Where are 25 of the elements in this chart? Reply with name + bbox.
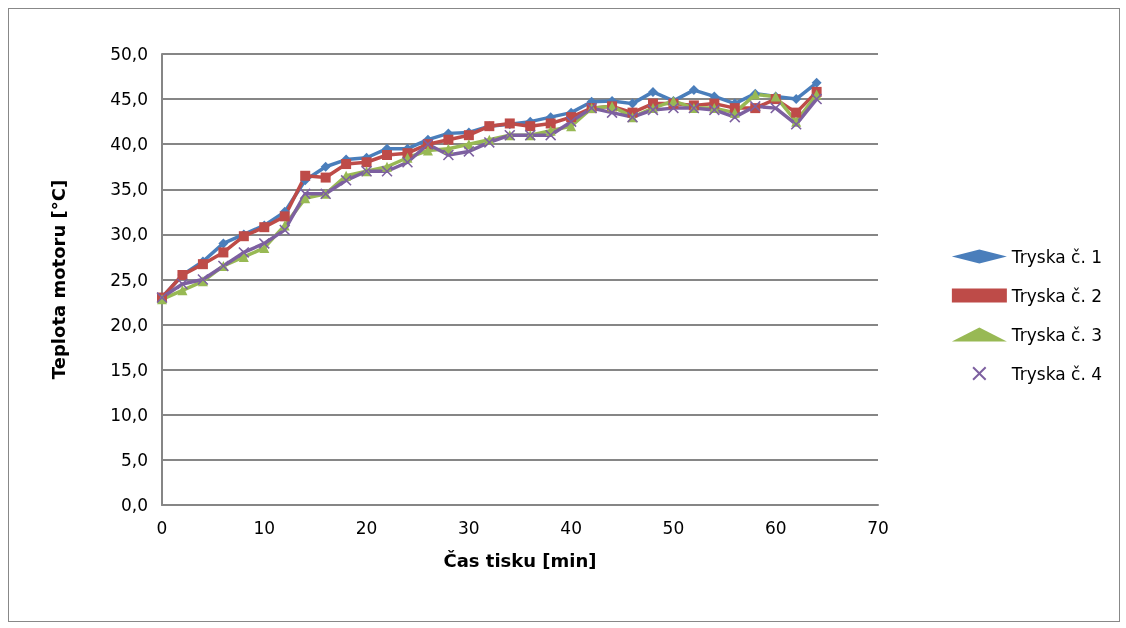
- y-tick-label: 45,0: [110, 89, 148, 110]
- x-tick-label: 60: [764, 517, 787, 538]
- y-tick-label: 20,0: [110, 314, 148, 335]
- y-tick-label: 25,0: [110, 269, 148, 290]
- x-tick-label: 40: [560, 517, 582, 538]
- x-axis-title: Čas tisku [min]: [443, 549, 597, 571]
- x-tick-label: 10: [253, 517, 276, 538]
- y-tick-label: 40,0: [110, 134, 148, 155]
- legend-label: Tryska č. 3: [1010, 324, 1103, 345]
- y-tick-label: 0,0: [120, 495, 148, 515]
- legend-label: Tryska č. 2: [1010, 285, 1103, 306]
- y-tick-label: 5,0: [120, 449, 148, 470]
- y-tick-label: 15,0: [110, 359, 148, 380]
- legend-label: Tryska č. 4: [1010, 363, 1103, 384]
- y-tick-label: 50,0: [110, 44, 148, 64]
- x-tick-label: 70: [867, 517, 889, 538]
- x-tick-label: 50: [662, 517, 685, 538]
- x-tick-label: 30: [458, 517, 480, 538]
- y-axis-title: Teplota motoru [°C]: [47, 179, 69, 380]
- y-tick-label: 10,0: [110, 404, 148, 425]
- x-tick-label: 0: [156, 517, 168, 538]
- x-tick-label: 20: [355, 517, 378, 538]
- y-tick-label: 35,0: [110, 179, 148, 200]
- y-tick-label: 30,0: [110, 224, 148, 245]
- legend-label: Tryska č. 1: [1010, 246, 1103, 267]
